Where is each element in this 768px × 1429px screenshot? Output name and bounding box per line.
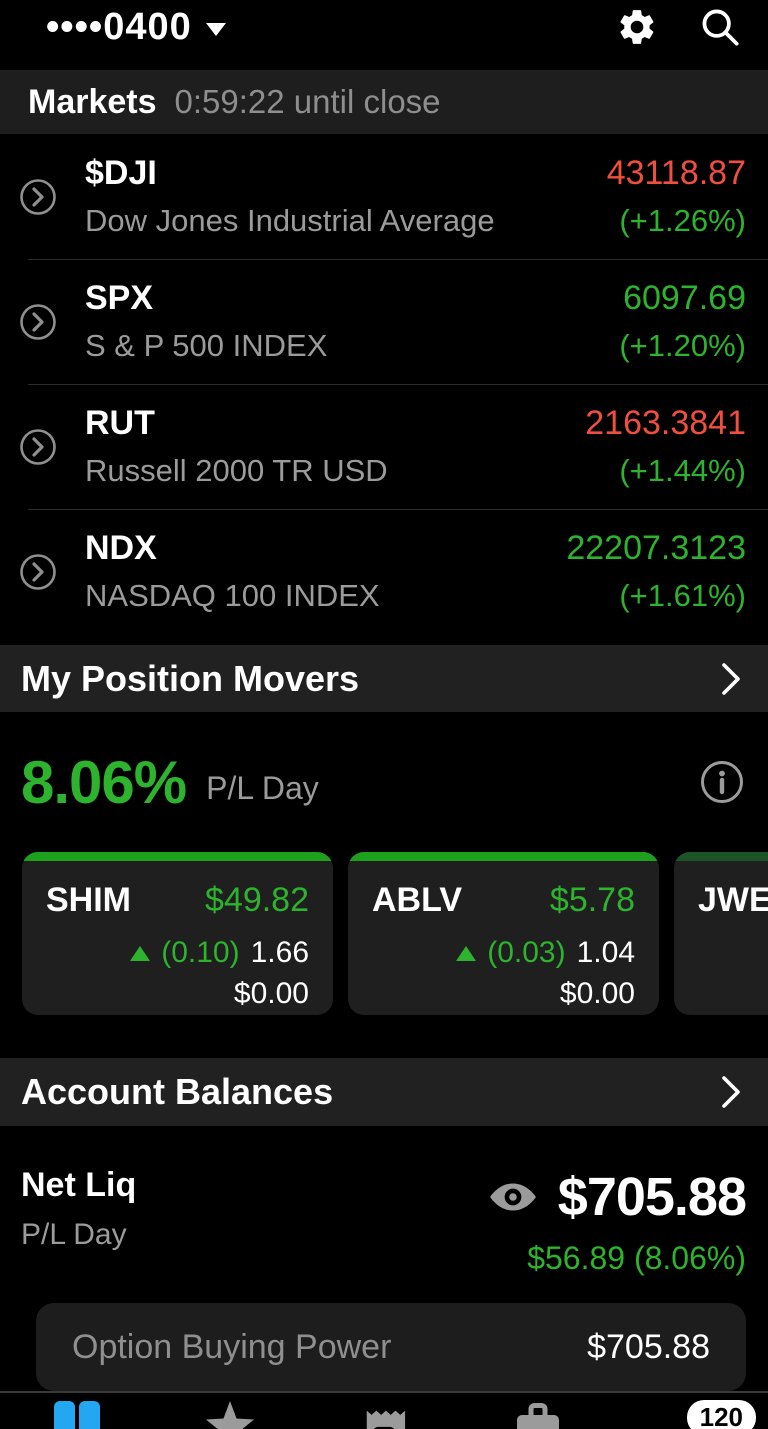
index-price: 22207.3123	[566, 529, 746, 567]
index-change-percent: (+1.26%)	[619, 203, 746, 238]
option-buying-power-value: $705.88	[587, 1327, 710, 1366]
circle-chevron-icon	[0, 428, 85, 466]
option-buying-power-label: Option Buying Power	[72, 1327, 392, 1366]
card-change: (0.10)	[161, 936, 240, 969]
index-symbol: RUT	[85, 404, 155, 442]
page-title: Markets	[28, 82, 157, 121]
position-movers-carousel[interactable]: SHIM $49.82 (0.10) 1.66 $0.00 ABLV $5.78	[0, 852, 768, 1016]
market-row-dji[interactable]: $DJI Dow Jones Industrial Average 43118.…	[0, 134, 768, 259]
index-name: Dow Jones Industrial Average	[85, 203, 495, 238]
market-row-ndx[interactable]: NDX NASDAQ 100 INDEX 22207.3123 (+1.61%)	[0, 509, 768, 634]
tab-watchlist[interactable]	[154, 1393, 308, 1429]
card-price: $49.82	[205, 881, 309, 919]
notification-badge: 120	[686, 1400, 756, 1429]
chevron-down-icon	[205, 22, 226, 36]
index-name: NASDAQ 100 INDEX	[85, 578, 380, 613]
card-symbol: JWEL	[698, 881, 768, 919]
circle-chevron-icon	[0, 178, 85, 216]
card-top-strip	[348, 852, 659, 861]
section-title: My Position Movers	[21, 657, 360, 699]
index-change-percent: (+1.61%)	[619, 578, 746, 613]
index-name: Russell 2000 TR USD	[85, 453, 388, 488]
circle-chevron-icon	[0, 303, 85, 341]
card-top-strip	[22, 852, 333, 861]
markets-header: Markets 0:59:22 until close	[0, 70, 768, 134]
receipt-icon	[361, 1400, 407, 1429]
tab-dashboard[interactable]	[0, 1393, 154, 1429]
section-title: Account Balances	[21, 1071, 334, 1112]
position-card-jwel[interactable]: JWEL	[674, 852, 768, 1015]
bottom-tab-bar: 120	[0, 1391, 768, 1429]
pl-day-value: $56.89 (8.06%)	[527, 1240, 746, 1276]
card-top-strip	[674, 852, 768, 861]
market-row-spx[interactable]: SPX S & P 500 INDEX 6097.69 (+1.20%)	[0, 259, 768, 384]
index-change-percent: (+1.44%)	[619, 453, 746, 488]
index-change-percent: (+1.20%)	[619, 328, 746, 363]
index-symbol: $DJI	[85, 154, 157, 192]
index-name: S & P 500 INDEX	[85, 328, 328, 363]
market-index-list: $DJI Dow Jones Industrial Average 43118.…	[0, 134, 768, 634]
index-price: 2163.3841	[585, 404, 746, 442]
card-change: (0.03)	[487, 936, 566, 969]
tab-positions[interactable]	[461, 1393, 615, 1429]
index-price: 6097.69	[623, 279, 746, 317]
index-price: 43118.87	[606, 154, 746, 192]
position-card-ablv[interactable]: ABLV $5.78 (0.03) 1.04 $0.00	[348, 852, 659, 1015]
net-liq-summary: Net Liq P/L Day $705.88 $56.89 (8.06%)	[0, 1126, 768, 1303]
info-icon[interactable]	[699, 759, 745, 805]
dashboard-icon	[53, 1400, 101, 1429]
index-symbol: NDX	[85, 529, 157, 567]
search-icon[interactable]	[700, 7, 740, 47]
position-card-shim[interactable]: SHIM $49.82 (0.10) 1.66 $0.00	[22, 852, 333, 1015]
section-my-position-movers[interactable]: My Position Movers	[0, 645, 768, 712]
market-close-countdown: 0:59:22 until close	[174, 83, 441, 120]
pl-day-summary: 8.06% P/L Day	[0, 712, 768, 852]
net-liq-value: $705.88	[557, 1167, 747, 1227]
market-row-rut[interactable]: RUT Russell 2000 TR USD 2163.3841 (+1.44…	[0, 384, 768, 509]
pl-day-label: P/L Day	[206, 769, 319, 806]
chevron-right-icon	[720, 661, 742, 697]
eye-icon[interactable]	[488, 1181, 538, 1213]
up-arrow-icon	[456, 945, 477, 961]
settings-gear-icon[interactable]	[616, 6, 658, 48]
top-bar: ••••0400	[0, 0, 768, 70]
pl-day-label: P/L Day	[21, 1218, 127, 1251]
up-arrow-icon	[130, 945, 151, 961]
briefcase-icon	[514, 1400, 562, 1429]
card-mark: 1.66	[250, 936, 309, 969]
card-pl: $0.00	[233, 977, 309, 1010]
account-number: ••••0400	[46, 5, 192, 48]
section-account-balances[interactable]: Account Balances	[0, 1058, 768, 1126]
tab-orders[interactable]	[307, 1393, 461, 1429]
card-pl: $0.00	[559, 977, 635, 1010]
index-symbol: SPX	[85, 279, 154, 317]
pl-day-percent: 8.06%	[21, 748, 187, 816]
card-symbol: SHIM	[46, 881, 131, 919]
chevron-right-icon	[720, 1074, 742, 1110]
card-price: $5.78	[549, 881, 635, 919]
card-mark: 1.04	[576, 936, 635, 969]
circle-chevron-icon	[0, 553, 85, 591]
star-icon	[204, 1400, 256, 1429]
account-selector[interactable]: ••••0400	[46, 6, 226, 49]
card-symbol: ABLV	[372, 881, 463, 919]
option-buying-power-row[interactable]: Option Buying Power $705.88	[36, 1303, 746, 1391]
net-liq-label: Net Liq	[21, 1166, 137, 1204]
